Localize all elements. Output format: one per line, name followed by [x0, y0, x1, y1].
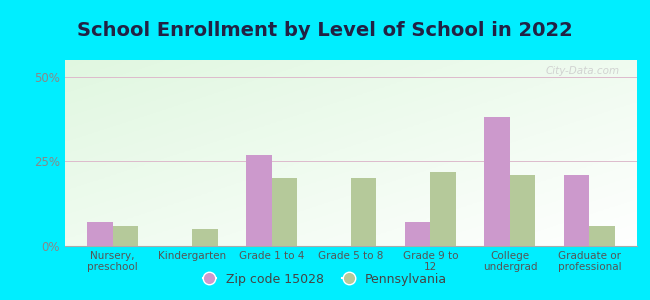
Bar [192, 229, 218, 246]
Text: City-Data.com: City-Data.com [546, 66, 620, 76]
Bar [430, 172, 456, 246]
Bar [87, 222, 112, 246]
Bar [590, 226, 615, 246]
Bar [430, 172, 456, 246]
Bar [246, 155, 272, 246]
Bar [192, 229, 218, 246]
Bar [510, 175, 536, 246]
Bar [272, 178, 297, 246]
Bar [564, 175, 590, 246]
Bar [272, 178, 297, 246]
Bar [246, 155, 272, 246]
Bar [484, 118, 510, 246]
Bar [405, 222, 430, 246]
Bar [112, 226, 138, 246]
Bar [484, 118, 510, 246]
Legend: Zip code 15028, Pennsylvania: Zip code 15028, Pennsylvania [198, 268, 452, 291]
Bar [351, 178, 376, 246]
Bar [112, 226, 138, 246]
Bar [590, 226, 615, 246]
Bar [564, 175, 590, 246]
Bar [351, 178, 376, 246]
Text: School Enrollment by Level of School in 2022: School Enrollment by Level of School in … [77, 21, 573, 40]
Bar [405, 222, 430, 246]
Bar [510, 175, 536, 246]
Bar [87, 222, 112, 246]
